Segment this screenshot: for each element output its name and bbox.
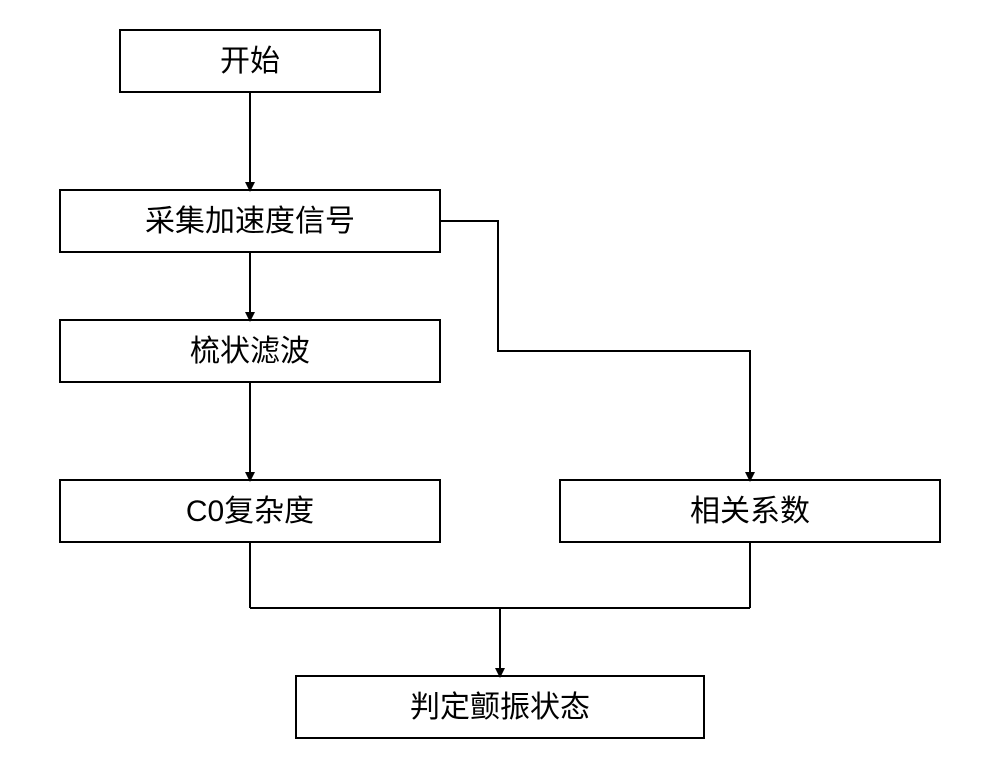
node-judge: 判定颤振状态 <box>296 676 704 738</box>
node-start-label: 开始 <box>220 45 280 78</box>
node-c0: C0复杂度 <box>60 480 440 542</box>
node-filter: 梳状滤波 <box>60 320 440 382</box>
node-c0-label: C0复杂度 <box>186 495 314 528</box>
node-corr-label: 相关系数 <box>690 495 810 528</box>
node-start: 开始 <box>120 30 380 92</box>
node-acquire: 采集加速度信号 <box>60 190 440 252</box>
edges <box>250 92 750 676</box>
node-acquire-label: 采集加速度信号 <box>145 205 355 238</box>
edge-acquire-corr <box>440 221 750 480</box>
node-judge-label: 判定颤振状态 <box>410 691 590 724</box>
node-filter-label: 梳状滤波 <box>190 335 310 368</box>
node-corr: 相关系数 <box>560 480 940 542</box>
